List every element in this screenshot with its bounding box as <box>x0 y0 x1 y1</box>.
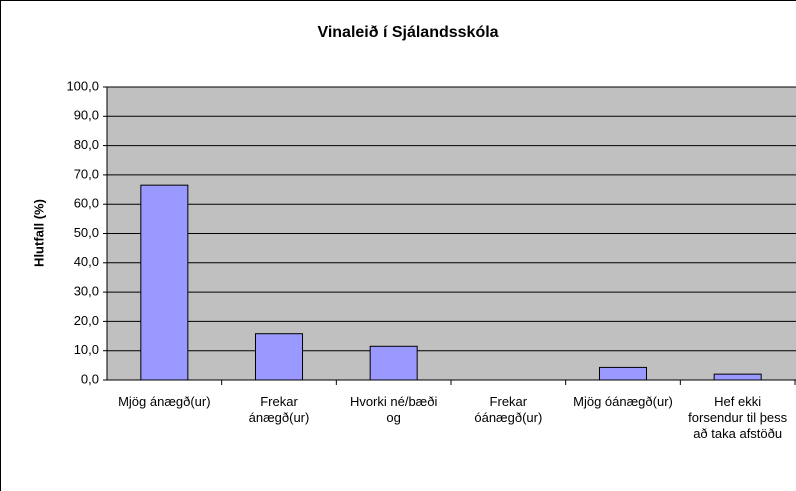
bar <box>140 184 189 381</box>
chart-title: Vinaleið í Sjálandsskóla <box>317 24 498 41</box>
bar <box>369 345 418 381</box>
y-tick-label: 60,0 <box>74 196 99 211</box>
y-tick-label: 20,0 <box>74 313 99 328</box>
y-tick-label: 40,0 <box>74 254 99 269</box>
y-tick-label: 30,0 <box>74 284 99 299</box>
y-tick-label: 10,0 <box>74 342 99 357</box>
bar <box>254 333 304 381</box>
y-axis-title: Hlutfall (%) <box>31 199 46 267</box>
y-tick-label: 0,0 <box>81 371 99 386</box>
x-tick-label: Hef ekki forsendur til þess að taka afst… <box>688 394 788 441</box>
x-tick-label: Mjög ánægð(ur) <box>118 394 211 409</box>
x-tick-label: Hvorki né/bæði og <box>349 394 438 425</box>
x-tick-label: Frekar ánægð(ur) <box>248 394 310 425</box>
x-tick-label: Mjög óánægð(ur) <box>573 394 673 409</box>
bar <box>713 373 762 381</box>
y-tick-label: 50,0 <box>74 225 99 240</box>
bar <box>598 366 648 381</box>
x-tick-label: Frekar óánægð(ur) <box>474 394 543 425</box>
y-tick-label: 80,0 <box>74 137 99 152</box>
y-tick-label: 90,0 <box>74 108 99 123</box>
y-tick-label: 70,0 <box>74 166 99 181</box>
y-tick-label: 100,0 <box>66 78 99 93</box>
